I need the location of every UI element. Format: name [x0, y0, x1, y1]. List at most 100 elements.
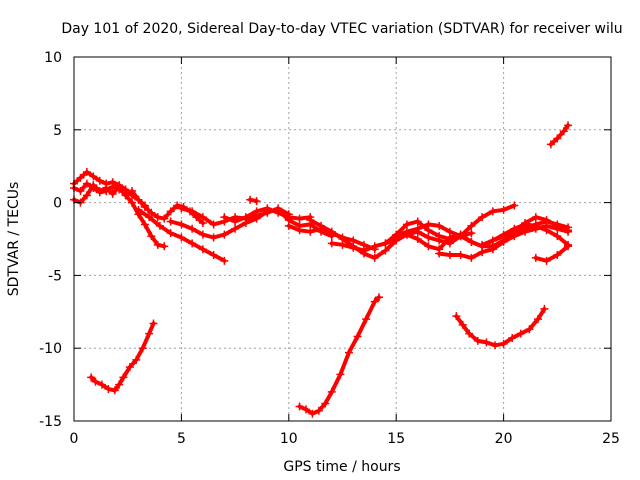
chart-title: Day 101 of 2020, Sidereal Day-to-day VTE… — [61, 21, 622, 37]
series-arc-3 — [70, 181, 169, 251]
y-tick-label: -5 — [48, 268, 62, 284]
data-point — [209, 233, 218, 242]
data-point — [76, 173, 85, 182]
plot-frame — [73, 56, 612, 422]
data-point — [220, 256, 229, 265]
data-point — [295, 402, 304, 411]
data-point — [284, 221, 293, 230]
data-point — [499, 339, 508, 348]
data-point — [121, 191, 130, 200]
data-point — [559, 127, 568, 136]
x-tick-label: 20 — [495, 431, 513, 447]
data-point — [89, 172, 98, 181]
data-point — [115, 380, 124, 389]
data-point — [231, 224, 240, 233]
data-point — [138, 344, 147, 353]
data-point — [542, 226, 551, 235]
data-point — [452, 312, 461, 321]
data-point — [525, 325, 534, 334]
data-point — [209, 251, 218, 260]
data-point — [198, 230, 207, 239]
series-arc-8 — [220, 204, 315, 226]
data-point — [104, 384, 113, 393]
x-axis-title: GPS time / hours — [283, 459, 400, 475]
data-point — [145, 213, 154, 222]
data-point — [89, 181, 98, 190]
data-point — [359, 246, 368, 255]
data-point — [336, 370, 345, 379]
data-point — [478, 240, 487, 249]
data-point — [132, 355, 141, 364]
data-point — [108, 189, 117, 198]
data-point — [274, 208, 283, 217]
data-point — [381, 239, 390, 248]
data-point — [246, 195, 255, 204]
data-point — [488, 236, 497, 245]
data-point — [220, 230, 229, 239]
data-point — [510, 224, 519, 233]
data-point — [349, 243, 358, 252]
data-point — [413, 235, 422, 243]
data-point — [82, 191, 91, 200]
data-point — [95, 186, 104, 195]
data-point — [177, 220, 186, 229]
data-point — [564, 121, 573, 130]
data-point — [467, 229, 476, 238]
data-point — [424, 242, 433, 251]
data-point — [491, 341, 500, 350]
data-point — [125, 363, 134, 372]
x-tick-label: 15 — [387, 431, 405, 447]
data-point — [553, 232, 562, 241]
data-point — [82, 179, 91, 188]
data-point — [458, 320, 467, 329]
data-point — [445, 227, 454, 236]
data-point — [252, 207, 261, 216]
data-point — [445, 235, 454, 243]
y-tick-label: -10 — [39, 341, 62, 357]
data-point — [127, 198, 136, 207]
data-point — [478, 213, 487, 222]
y-tick-label: 5 — [53, 123, 62, 139]
data-point — [327, 227, 336, 236]
data-point — [188, 239, 197, 248]
data-point — [564, 242, 573, 251]
y-axis-title: SDTVAR / TECUs — [6, 182, 22, 297]
data-point — [435, 232, 444, 241]
data-point — [160, 242, 169, 251]
data-point — [317, 221, 326, 230]
data-point — [102, 184, 111, 193]
data-point — [508, 334, 517, 343]
data-point — [402, 220, 411, 229]
data-point — [306, 227, 315, 236]
data-point — [153, 240, 162, 249]
data-point — [465, 329, 474, 338]
data-point — [209, 220, 218, 229]
data-point — [353, 332, 362, 341]
data-point — [145, 329, 154, 338]
data-point — [188, 224, 197, 233]
data-point — [564, 226, 573, 235]
data-series — [70, 121, 573, 418]
data-point — [542, 216, 551, 225]
data-point — [177, 233, 186, 242]
data-point — [510, 201, 519, 210]
data-point — [375, 293, 384, 302]
data-point — [134, 205, 143, 214]
y-tick-label: 0 — [53, 196, 62, 212]
data-point — [134, 195, 143, 204]
data-point — [252, 197, 261, 206]
data-point — [531, 221, 540, 230]
series-arc-19 — [546, 121, 573, 149]
data-point — [76, 186, 85, 195]
data-point — [499, 230, 508, 239]
data-point — [166, 229, 175, 238]
data-point — [553, 251, 562, 260]
data-point — [263, 204, 272, 213]
series-arc-20 — [87, 319, 158, 395]
data-point — [473, 336, 482, 345]
data-point — [467, 221, 476, 230]
data-point — [82, 168, 91, 177]
data-point — [370, 242, 379, 251]
data-point — [435, 221, 444, 230]
